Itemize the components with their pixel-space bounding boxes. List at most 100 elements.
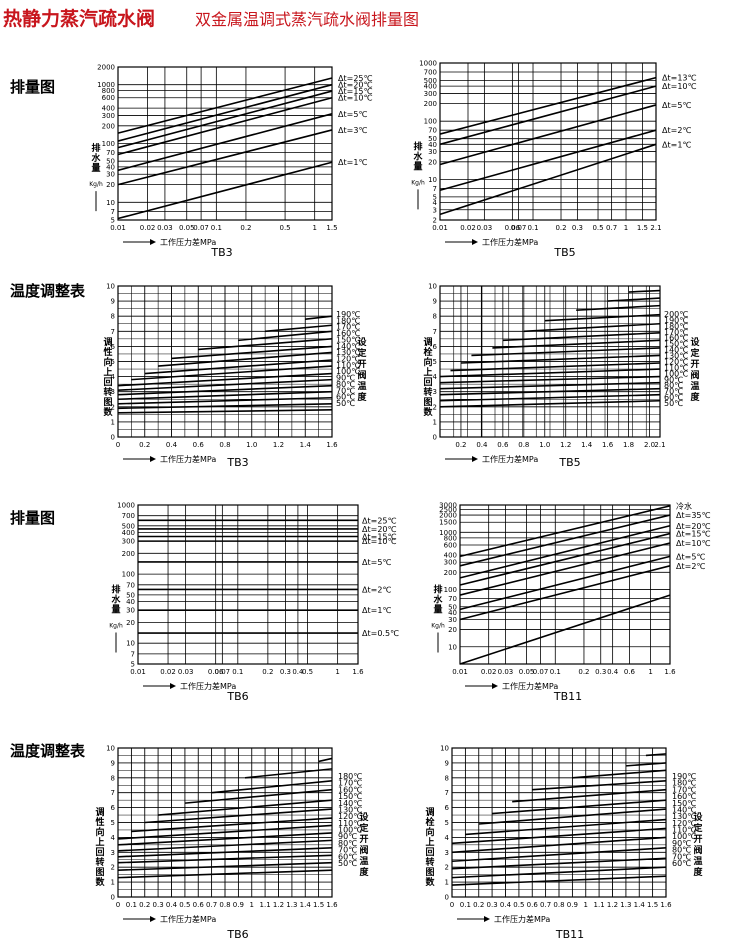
x-tick-label: 1.3 bbox=[286, 901, 297, 909]
series-line bbox=[512, 788, 667, 803]
x-tick-label: 0.02 bbox=[160, 668, 176, 676]
x-tick-label: 0.1 bbox=[550, 668, 561, 676]
series-label: 70℃ bbox=[336, 386, 355, 395]
y-tick-label: 800 bbox=[102, 87, 115, 95]
series-label: 180℃ bbox=[338, 772, 362, 781]
x-axis-arrow bbox=[484, 916, 490, 922]
y-axis-title: 水 bbox=[111, 593, 121, 605]
series-line bbox=[117, 161, 333, 220]
series-label: 100℃ bbox=[672, 832, 696, 841]
y-tick-label: 8 bbox=[111, 774, 115, 782]
x-tick-label: 1.4 bbox=[300, 901, 312, 909]
chart-caption: TB3 bbox=[210, 246, 232, 259]
y-tick-label: 7 bbox=[131, 650, 135, 658]
series-label: 170℃ bbox=[336, 323, 360, 332]
x-tick-label: 0.01 bbox=[110, 224, 126, 232]
series-label: 100℃ bbox=[664, 369, 688, 378]
y-tick-label: 400 bbox=[102, 105, 115, 113]
y-tick-label: 2000 bbox=[439, 512, 457, 520]
y-tick-label: 3 bbox=[111, 388, 115, 396]
plot-frame bbox=[451, 747, 667, 898]
series-line bbox=[439, 143, 657, 216]
y-tick-label: 6 bbox=[433, 343, 438, 351]
series-line bbox=[144, 808, 333, 824]
series-line bbox=[439, 387, 661, 396]
right-axis-title: 定 bbox=[689, 347, 700, 359]
x-tick-label: 1.2 bbox=[273, 441, 284, 449]
series-label: 140℃ bbox=[336, 342, 360, 351]
series-label: 120℃ bbox=[336, 355, 360, 364]
y-tick-label: 400 bbox=[424, 83, 437, 91]
y-axis-title: 性 bbox=[103, 346, 112, 358]
x-tick-label: 0.7 bbox=[606, 224, 617, 232]
series-line bbox=[117, 90, 333, 149]
series-line bbox=[439, 393, 661, 402]
series-label: Δt=25℃ bbox=[338, 74, 372, 83]
x-axis-title: 工作压力差MPa bbox=[160, 454, 216, 464]
series-label: 130℃ bbox=[338, 805, 362, 814]
plot-area: 0.2 0.4 0.6 0.8 1.0 1.2 1.4 1.6 1.8 2.0 2.1 0 1 2 3 4 5 6… bbox=[428, 283, 665, 450]
y-axis-title: 排 bbox=[91, 142, 100, 154]
series-label: 170℃ bbox=[664, 328, 688, 337]
series-line bbox=[117, 390, 333, 401]
x-axis-label: 工作压力差MPa bbox=[143, 681, 236, 691]
x-tick-label: 0.9 bbox=[233, 901, 244, 909]
plot-frame bbox=[137, 504, 359, 665]
x-tick-label: 1.3 bbox=[620, 901, 631, 909]
x-tick-label: 1.6 bbox=[326, 441, 338, 449]
y-tick-label: 20 bbox=[448, 626, 457, 634]
y-axis-title: 回 bbox=[425, 847, 434, 858]
series-label: Δt=10℃ bbox=[676, 539, 710, 548]
x-tick-label: 0.6 bbox=[527, 901, 539, 909]
x-tick-label: 0.3 bbox=[487, 901, 498, 909]
series-label: 150℃ bbox=[664, 340, 688, 349]
y-tick-label: 6 bbox=[111, 343, 116, 351]
plot-area: 0 0.2 0.4 0.6 0.8 1.0 1.2 1.4 1.6 0 1 2 3 4 5 6 7 8 9 10 bbox=[106, 283, 338, 450]
x-axis-label: 工作压力差MPa bbox=[123, 914, 216, 924]
series-label: 120℃ bbox=[672, 819, 696, 828]
x-tick-label: 1.5 bbox=[326, 224, 337, 232]
y-tick-label: 1 bbox=[445, 879, 449, 887]
y-tick-label: 10 bbox=[428, 176, 437, 184]
y-tick-label: 5 bbox=[445, 819, 449, 827]
series-line bbox=[439, 76, 657, 135]
x-tick-label: 1 bbox=[312, 224, 316, 232]
y-tick-label: 4 bbox=[433, 373, 438, 381]
series-line bbox=[645, 753, 667, 757]
y-tick-label: 20 bbox=[428, 158, 437, 166]
y-axis-title: 调 bbox=[425, 806, 434, 818]
y-tick-label: 50 bbox=[106, 158, 115, 166]
x-tick-label: 1 bbox=[584, 901, 588, 909]
plot-frame bbox=[439, 285, 661, 438]
series-line bbox=[318, 757, 333, 763]
y-axis-title: 量 bbox=[91, 162, 100, 174]
x-tick-label: 0.3 bbox=[572, 224, 583, 232]
y-axis-title: 图 bbox=[425, 867, 434, 878]
plot-area: 0.01 0.02 0.03 0.060.07 0.1 0.2 0.3 0.40.5 1 1.6 1… bbox=[117, 502, 364, 677]
y-axis-title: 数 bbox=[423, 406, 433, 418]
x-axis-label: 工作压力差MPa bbox=[123, 454, 216, 464]
series-label: 140℃ bbox=[338, 799, 362, 808]
series-labels: Δt=13℃Δt=10℃ Δt=5℃ Δt=2℃ Δt=1℃ bbox=[662, 74, 696, 150]
series-label: 180℃ bbox=[672, 779, 696, 788]
x-tick-label: 0.2 bbox=[455, 441, 466, 449]
right-axis-title: 阀 bbox=[359, 844, 368, 856]
x-tick-label: 0 bbox=[116, 441, 120, 449]
x-axis-title: 工作压力差MPa bbox=[502, 681, 558, 691]
series-label: 90℃ bbox=[336, 374, 355, 383]
y-axis-title: 数 bbox=[103, 406, 113, 418]
series-line bbox=[459, 525, 671, 579]
right-axis-title: 阀 bbox=[357, 369, 366, 381]
series-label: 冷水 bbox=[676, 501, 692, 511]
y-tick-label: 7 bbox=[111, 328, 115, 336]
y-tick-label: 7 bbox=[433, 328, 437, 336]
y-tick-label: 3000 bbox=[439, 502, 457, 510]
x-tick-label: 1.1 bbox=[260, 901, 271, 909]
x-tick-label: 0.3 bbox=[595, 668, 606, 676]
right-axis-title: 开 bbox=[357, 359, 366, 370]
series-label: Δt=10℃ bbox=[662, 82, 696, 91]
x-tick-label: 0.01 bbox=[432, 224, 448, 232]
series-label: Δt=15℃ bbox=[338, 87, 372, 96]
y-tick-label: 70 bbox=[428, 127, 437, 135]
series-line bbox=[459, 505, 671, 558]
